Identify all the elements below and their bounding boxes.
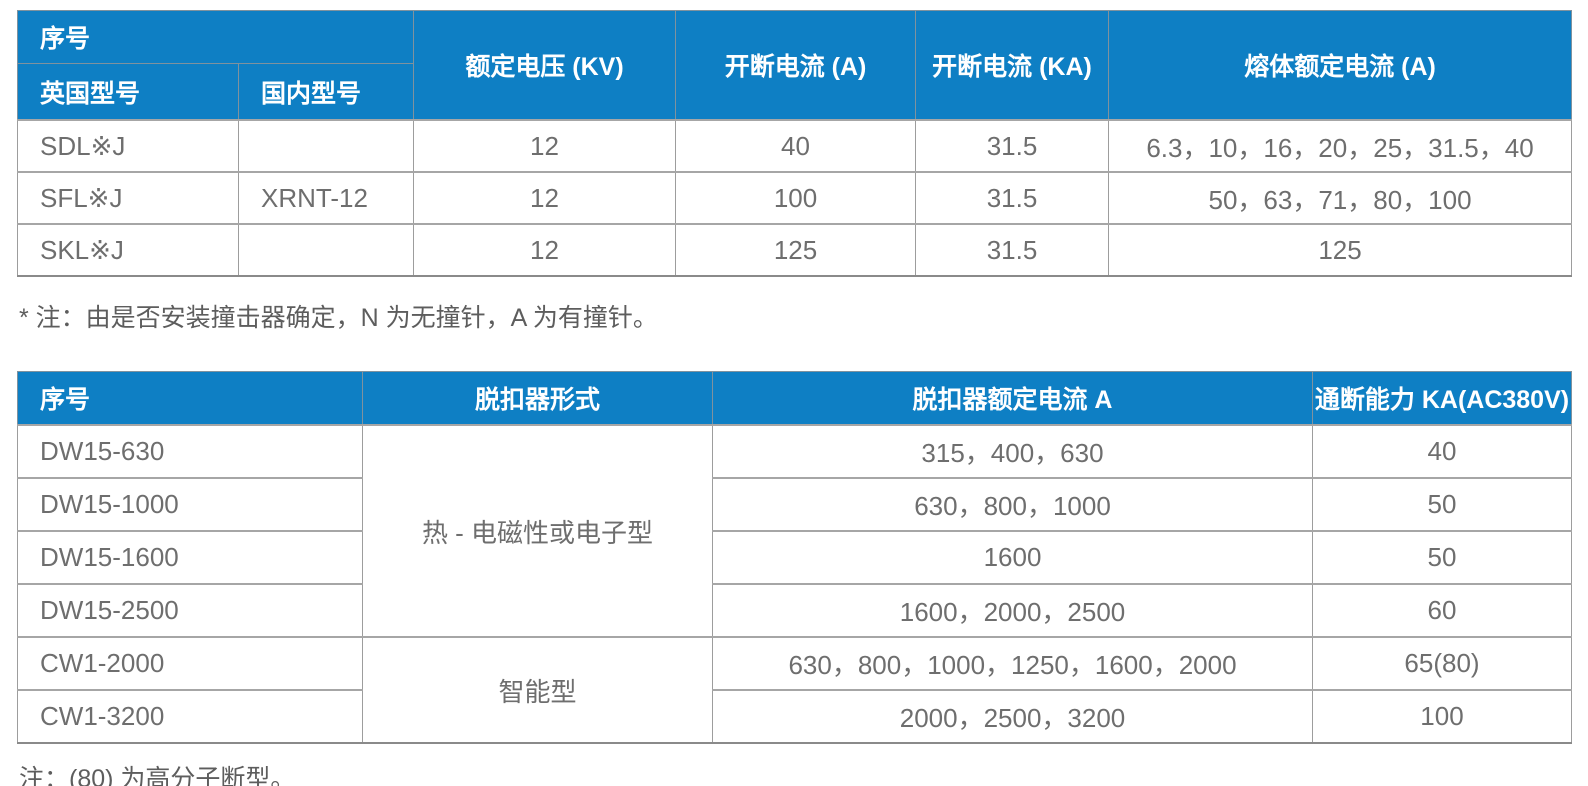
cell-cn-model (237, 223, 415, 277)
cell-model: DW15-2500 (17, 583, 363, 638)
cell-switching-capacity: 50 (1312, 477, 1572, 532)
cell-trip-rated-current: 630，800，1000 (712, 477, 1313, 532)
cell-fuse-rated-current: 125 (1108, 223, 1573, 277)
cell-trip-type-thermal: 热 - 电磁性或电子型 (362, 424, 713, 638)
cell-breaking-current-a: 40 (675, 119, 917, 173)
table-row: DW15-630 热 - 电磁性或电子型 315，400，630 40 (17, 424, 1572, 638)
table-row: DW15-2500 1600，2000，2500 60 (17, 583, 1572, 638)
header-breaking-current-a: 开断电流 (A) (675, 10, 917, 121)
header-switching-capacity: 通断能力 KA(AC380V) (1312, 371, 1572, 426)
table-row: SKL※J 12 125 31.5 125 (17, 223, 1573, 277)
cell-breaking-current-ka: 31.5 (915, 223, 1110, 277)
cell-model: CW1-2000 (17, 636, 363, 691)
breaker-table-note: 注：(80) 为高分子断型。 (19, 765, 296, 786)
cell-rated-voltage: 12 (413, 119, 677, 173)
cell-uk-model: SDL※J (17, 119, 239, 173)
cell-breaking-current-ka: 31.5 (915, 119, 1110, 173)
cell-cn-model: XRNT-12 (237, 171, 415, 225)
table-row: CW1-3200 2000，2500，3200 100 (17, 689, 1572, 744)
table-header-row: 序号 脱扣器形式 脱扣器额定电流 A 通断能力 KA(AC380V) (17, 371, 1572, 426)
cell-fuse-rated-current: 6.3，10，16，20，25，31.5，40 (1108, 119, 1573, 173)
cell-switching-capacity: 65(80) (1312, 636, 1572, 691)
cell-trip-rated-current: 630，800，1000，1250，1600，2000 (712, 636, 1313, 691)
table-subheader-row: 英国型号 国内型号 (17, 63, 1572, 121)
cell-model: CW1-3200 (17, 689, 363, 744)
header-cn-model: 国内型号 (237, 63, 415, 121)
cell-trip-rated-current: 2000，2500，3200 (712, 689, 1313, 744)
cell-rated-voltage: 12 (413, 223, 677, 277)
fuse-table-note: * 注：由是否安装撞击器确定，N 为无撞针，A 为有撞针。 (19, 304, 658, 332)
table-row: DW15-1000 630，800，1000 50 (17, 477, 1572, 532)
cell-cn-model (237, 119, 415, 173)
cell-trip-rated-current: 1600 (712, 530, 1313, 585)
cell-fuse-rated-current: 50，63，71，80，100 (1108, 171, 1573, 225)
header-uk-model: 英国型号 (17, 63, 239, 121)
header-rated-voltage: 额定电压 (KV) (413, 10, 677, 121)
cell-switching-capacity: 50 (1312, 530, 1572, 585)
cell-model: DW15-630 (17, 424, 363, 479)
table-row: SFL※J XRNT-12 12 100 31.5 50，63，71，80，10… (17, 171, 1573, 225)
cell-switching-capacity: 40 (1312, 424, 1572, 479)
header-breaking-current-ka: 开断电流 (KA) (915, 10, 1110, 121)
cell-model: DW15-1600 (17, 530, 363, 585)
cell-trip-rated-current: 315，400，630 (712, 424, 1313, 479)
table-header-row: 序号 额定电压 (KV) 开断电流 (A) 开断电流 (KA) 熔体额定电流 (… (16, 10, 1573, 121)
cell-switching-capacity: 60 (1312, 583, 1572, 638)
cell-uk-model: SFL※J (17, 171, 239, 225)
table-row: DW15-1600 1600 50 (17, 530, 1572, 585)
cell-breaking-current-ka: 31.5 (915, 171, 1110, 225)
cell-switching-capacity: 100 (1312, 689, 1572, 744)
cell-trip-type-smart: 智能型 (362, 636, 713, 744)
header-seq: 序号 (17, 371, 363, 426)
header-fuse-rated-current: 熔体额定电流 (A) (1108, 10, 1573, 121)
cell-model: DW15-1000 (17, 477, 363, 532)
cell-uk-model: SKL※J (17, 223, 239, 277)
table-row: SDL※J 12 40 31.5 6.3，10，16，20，25，31.5，40 (17, 119, 1573, 173)
cell-breaking-current-a: 100 (675, 171, 917, 225)
cell-breaking-current-a: 125 (675, 223, 917, 277)
cell-rated-voltage: 12 (413, 171, 677, 225)
table-row: CW1-2000 智能型 630，800，1000，1250，1600，2000… (17, 636, 1572, 744)
cell-trip-rated-current: 1600，2000，2500 (712, 583, 1313, 638)
breaker-spec-table: 序号 脱扣器形式 脱扣器额定电流 A 通断能力 KA(AC380V) DW15-… (17, 371, 1572, 744)
fuse-spec-table: 序号 额定电压 (KV) 开断电流 (A) 开断电流 (KA) 熔体额定电流 (… (16, 10, 1573, 277)
header-trip-rated-current: 脱扣器额定电流 A (712, 371, 1313, 426)
header-trip-type: 脱扣器形式 (362, 371, 713, 426)
header-seq: 序号 (16, 10, 415, 64)
